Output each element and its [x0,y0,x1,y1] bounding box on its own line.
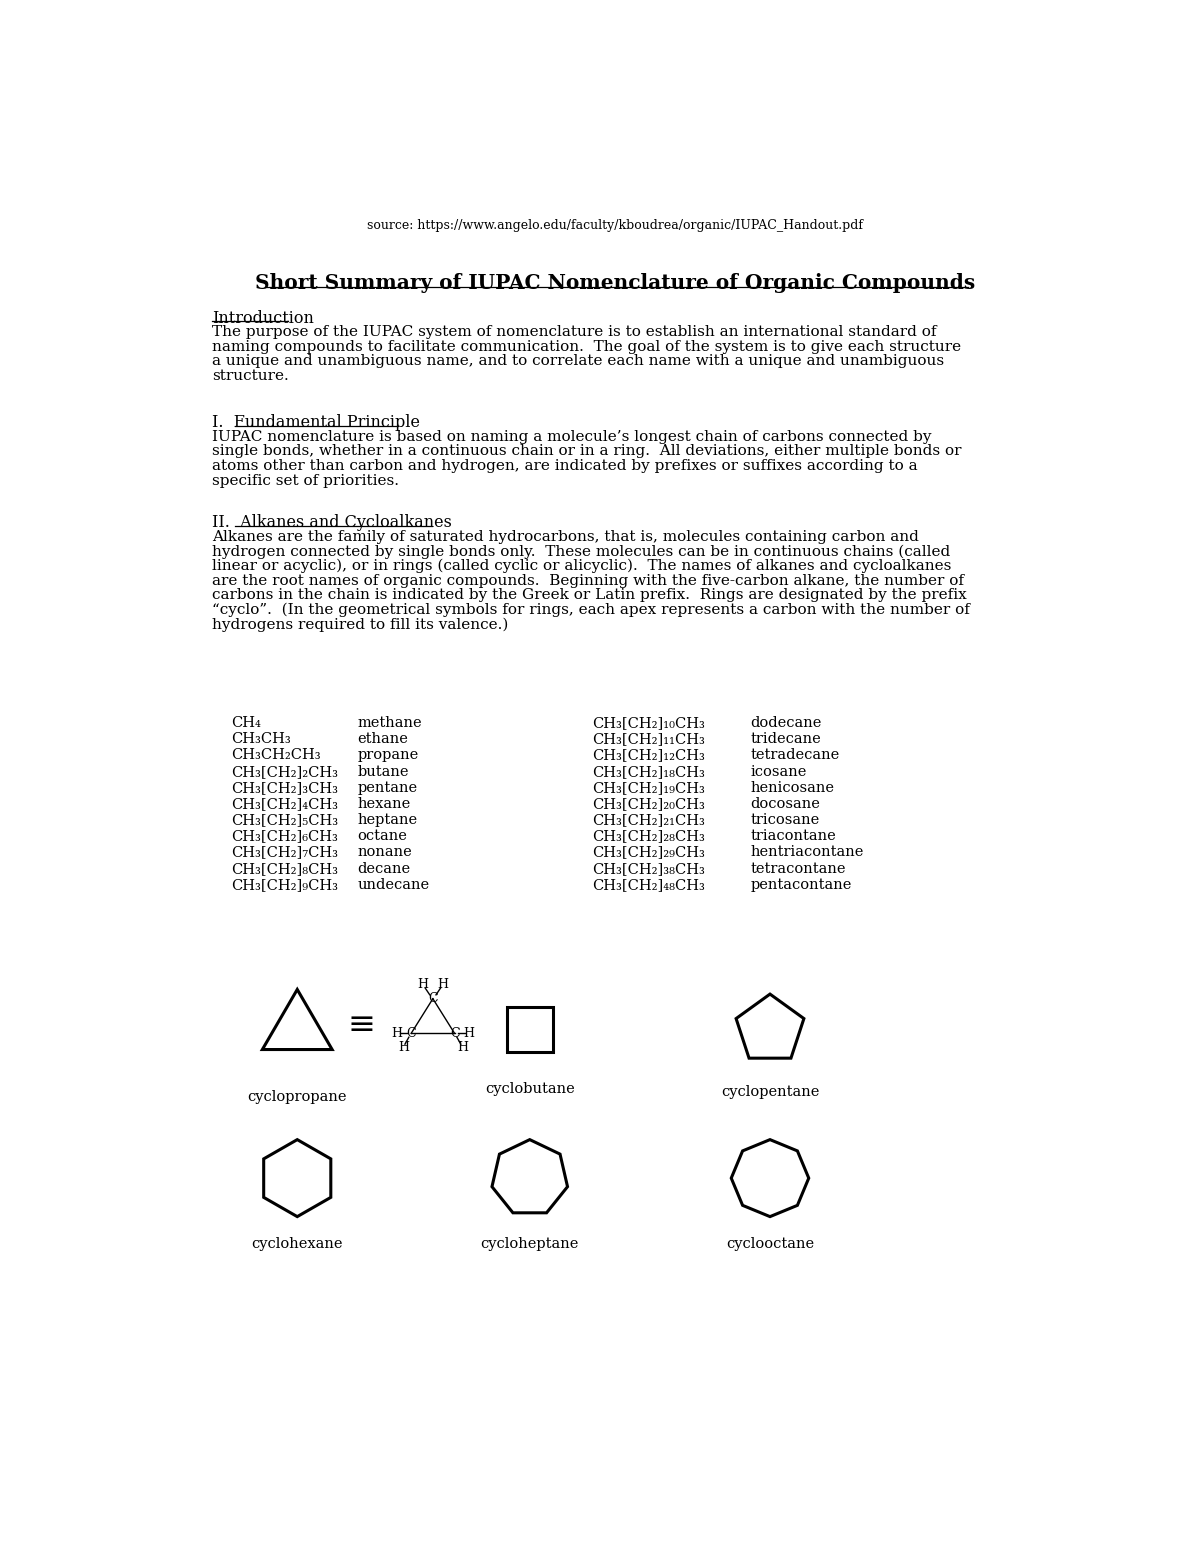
Text: CH₃[CH₂]₉CH₃: CH₃[CH₂]₉CH₃ [232,877,338,891]
Text: tetracontane: tetracontane [751,862,846,876]
Text: H: H [463,1027,474,1041]
Text: CH₃[CH₂]₂₉CH₃: CH₃[CH₂]₂₉CH₃ [592,845,704,859]
Text: CH₃[CH₂]₄₈CH₃: CH₃[CH₂]₄₈CH₃ [592,877,704,891]
Text: tridecane: tridecane [751,733,821,747]
Text: CH₃[CH₂]₁₈CH₃: CH₃[CH₂]₁₈CH₃ [592,764,704,778]
Text: pentacontane: pentacontane [751,877,852,891]
Text: H: H [418,978,428,991]
Text: propane: propane [358,749,419,763]
Text: CH₃CH₃: CH₃CH₃ [232,733,292,747]
Text: ≡: ≡ [348,1009,376,1041]
Text: cyclopentane: cyclopentane [721,1086,820,1100]
Text: dodecane: dodecane [751,716,822,730]
Text: icosane: icosane [751,764,808,778]
Text: linear or acyclic), or in rings (called cyclic or alicyclic).  The names of alka: linear or acyclic), or in rings (called … [212,559,952,573]
Text: docosane: docosane [751,797,821,811]
Text: H: H [398,1042,409,1054]
Text: henicosane: henicosane [751,781,835,795]
Text: tricosane: tricosane [751,814,820,828]
Text: hydrogens required to fill its valence.): hydrogens required to fill its valence.) [212,618,509,632]
Text: undecane: undecane [358,877,430,891]
Text: CH₃[CH₂]₂₁CH₃: CH₃[CH₂]₂₁CH₃ [592,814,704,828]
Text: cycloheptane: cycloheptane [480,1236,578,1250]
Text: cyclopropane: cyclopropane [247,1090,347,1104]
Text: CH₃[CH₂]₈CH₃: CH₃[CH₂]₈CH₃ [232,862,338,876]
Text: CH₃[CH₂]₅CH₃: CH₃[CH₂]₅CH₃ [232,814,338,828]
Text: CH₃[CH₂]₃₈CH₃: CH₃[CH₂]₃₈CH₃ [592,862,704,876]
Text: H: H [438,978,449,991]
Text: H: H [457,1042,468,1054]
Text: II.  Alkanes and Cycloalkanes: II. Alkanes and Cycloalkanes [212,514,452,531]
Text: Introduction: Introduction [212,309,314,326]
Text: The purpose of the IUPAC system of nomenclature is to establish an international: The purpose of the IUPAC system of nomen… [212,325,936,339]
Text: C: C [450,1027,460,1041]
Text: CH₃[CH₂]₆CH₃: CH₃[CH₂]₆CH₃ [232,829,338,843]
Text: naming compounds to facilitate communication.  The goal of the system is to give: naming compounds to facilitate communica… [212,340,961,354]
Text: CH₃[CH₂]₁₀CH₃: CH₃[CH₂]₁₀CH₃ [592,716,704,730]
Text: tetradecane: tetradecane [751,749,840,763]
Text: hexane: hexane [358,797,410,811]
Text: CH₃[CH₂]₁₂CH₃: CH₃[CH₂]₁₂CH₃ [592,749,704,763]
Text: Short Summary of IUPAC Nomenclature of Organic Compounds: Short Summary of IUPAC Nomenclature of O… [254,273,976,292]
Text: CH₃[CH₂]₂CH₃: CH₃[CH₂]₂CH₃ [232,764,338,778]
Text: pentane: pentane [358,781,418,795]
Text: CH₄: CH₄ [232,716,262,730]
Text: nonane: nonane [358,845,413,859]
Text: a unique and unambiguous name, and to correlate each name with a unique and unam: a unique and unambiguous name, and to co… [212,354,944,368]
Text: CH₃CH₂CH₃: CH₃CH₂CH₃ [232,749,322,763]
Text: heptane: heptane [358,814,418,828]
Text: CH₃[CH₂]₁₉CH₃: CH₃[CH₂]₁₉CH₃ [592,781,704,795]
Text: CH₃[CH₂]₇CH₃: CH₃[CH₂]₇CH₃ [232,845,338,859]
Text: octane: octane [358,829,408,843]
Text: IUPAC nomenclature is based on naming a molecule’s longest chain of carbons conn: IUPAC nomenclature is based on naming a … [212,430,931,444]
Text: “cyclo”.  (In the geometrical symbols for rings, each apex represents a carbon w: “cyclo”. (In the geometrical symbols for… [212,603,970,618]
Text: atoms other than carbon and hydrogen, are indicated by prefixes or suffixes acco: atoms other than carbon and hydrogen, ar… [212,460,918,474]
Text: single bonds, whether in a continuous chain or in a ring.  All deviations, eithe: single bonds, whether in a continuous ch… [212,444,961,458]
Text: source: https://www.angelo.edu/faculty/kboudrea/organic/IUPAC_Handout.pdf: source: https://www.angelo.edu/faculty/k… [367,219,863,231]
Text: ethane: ethane [358,733,408,747]
Text: cyclohexane: cyclohexane [252,1236,343,1250]
Text: structure.: structure. [212,370,289,384]
Text: CH₃[CH₂]₂₀CH₃: CH₃[CH₂]₂₀CH₃ [592,797,704,811]
Text: H: H [391,1027,403,1041]
Text: C: C [407,1027,416,1041]
Text: cyclobutane: cyclobutane [485,1082,575,1096]
Text: CH₃[CH₂]₄CH₃: CH₃[CH₂]₄CH₃ [232,797,338,811]
Text: Alkanes are the family of saturated hydrocarbons, that is, molecules containing : Alkanes are the family of saturated hydr… [212,530,919,544]
Text: CH₃[CH₂]₂₈CH₃: CH₃[CH₂]₂₈CH₃ [592,829,704,843]
Text: specific set of priorities.: specific set of priorities. [212,474,398,488]
Text: decane: decane [358,862,410,876]
Text: butane: butane [358,764,409,778]
Text: are the root names of organic compounds.  Beginning with the five-carbon alkane,: are the root names of organic compounds.… [212,573,964,587]
Text: triacontane: triacontane [751,829,836,843]
Text: carbons in the chain is indicated by the Greek or Latin prefix.  Rings are desig: carbons in the chain is indicated by the… [212,589,967,603]
Text: CH₃[CH₂]₁₁CH₃: CH₃[CH₂]₁₁CH₃ [592,733,704,747]
Text: hentriacontane: hentriacontane [751,845,864,859]
Text: CH₃[CH₂]₃CH₃: CH₃[CH₂]₃CH₃ [232,781,338,795]
Text: cyclooctane: cyclooctane [726,1236,814,1250]
Text: methane: methane [358,716,422,730]
Text: C: C [428,992,438,1005]
Text: I.  Fundamental Principle: I. Fundamental Principle [212,415,420,432]
Text: hydrogen connected by single bonds only.  These molecules can be in continuous c: hydrogen connected by single bonds only.… [212,545,950,559]
